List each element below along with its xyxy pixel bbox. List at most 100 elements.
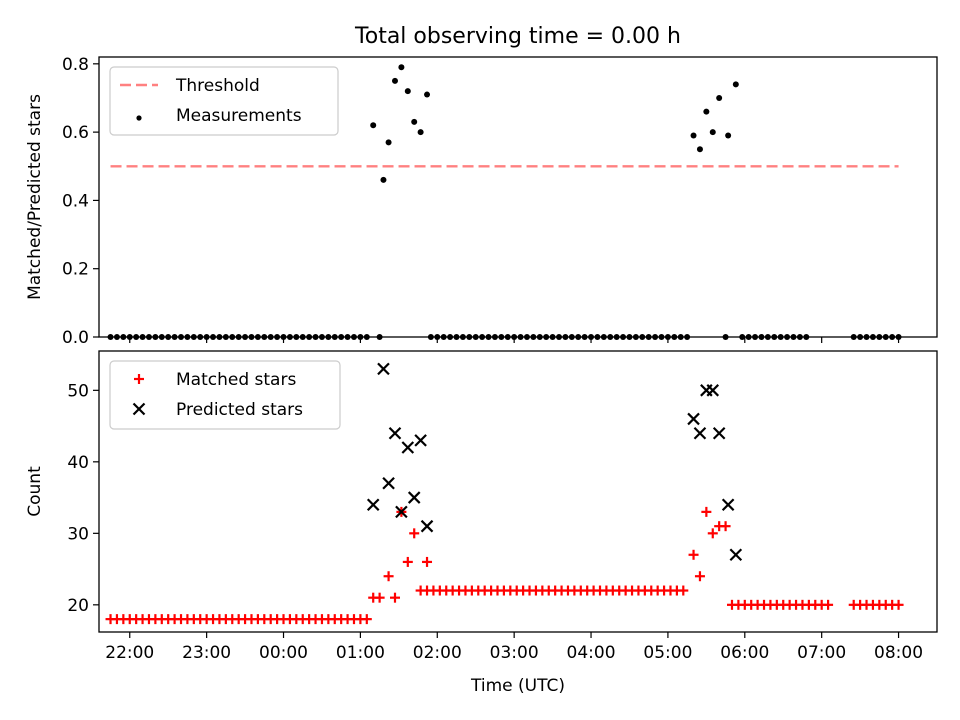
matched-star-point	[389, 592, 400, 603]
measurement-point	[171, 334, 178, 340]
measurement-point	[863, 334, 870, 340]
measurement-point	[385, 139, 392, 146]
predicted-star-point	[706, 384, 720, 397]
measurement-point	[632, 334, 639, 340]
measurement-point	[254, 334, 261, 340]
measurement-point	[152, 334, 159, 340]
legend-series-label: Matched stars	[176, 370, 296, 390]
measurement-point	[796, 334, 803, 340]
measurement-point	[658, 334, 665, 340]
y-tick-label: 0.6	[62, 123, 89, 143]
x-tick-label: 05:00	[643, 643, 692, 663]
measurement-point	[645, 334, 652, 340]
measurement-point	[133, 334, 140, 340]
matched-star-point	[688, 549, 699, 560]
measurement-point	[380, 176, 387, 183]
measurement-point	[696, 146, 703, 153]
measurement-point	[417, 129, 424, 136]
measurement-point	[857, 334, 864, 340]
matched-star-point	[422, 556, 433, 567]
measurement-point	[424, 91, 431, 98]
measurement-point	[299, 334, 306, 340]
measurement-point	[440, 334, 447, 340]
measurement-point	[472, 334, 479, 340]
matched-star-point	[415, 585, 426, 596]
measurement-point	[376, 334, 383, 340]
measurement-point	[479, 334, 486, 340]
measurement-point	[411, 118, 418, 125]
measurement-point	[357, 334, 364, 340]
matched-star-point	[361, 614, 372, 625]
measurement-point	[447, 334, 454, 340]
matched-star-point	[374, 592, 385, 603]
measurement-point	[178, 334, 185, 340]
measurement-point	[363, 334, 370, 340]
measurement-point	[517, 334, 524, 340]
measurement-point	[889, 334, 896, 340]
measurement-point	[331, 334, 338, 340]
measurement-point	[613, 334, 620, 340]
measurement-point	[562, 334, 569, 340]
measurement-point	[120, 334, 127, 340]
legend-cross-b	[132, 402, 146, 416]
measurement-point	[466, 334, 473, 340]
measurement-point	[620, 334, 627, 340]
plot-frame	[98, 350, 938, 633]
y-tick-label: 0.8	[62, 55, 89, 75]
predicted-star-point	[401, 441, 415, 454]
measurement-point	[511, 334, 518, 340]
bottom-axes: 22:00 23:00 00:00 01:00 02:00 03:00 04:00 05:00…	[25, 350, 938, 696]
measurement-point	[556, 334, 563, 340]
measurement-point	[568, 334, 575, 340]
measurement-point	[690, 132, 697, 139]
legend-box	[109, 66, 339, 136]
cross-b	[729, 548, 743, 562]
predicted-star-point	[388, 426, 402, 440]
x-tick-label: 22:00	[105, 643, 154, 663]
measurement-point	[771, 334, 778, 340]
measurement-point	[370, 122, 377, 129]
cross-b	[401, 441, 415, 454]
measurement-point	[222, 334, 229, 340]
measurement-point	[197, 334, 204, 340]
measurement-point	[745, 334, 752, 340]
measurement-point	[391, 77, 398, 84]
measurement-point	[229, 334, 236, 340]
measurement-point	[739, 334, 746, 340]
predicted-star-point	[366, 498, 380, 512]
measurement-point	[850, 334, 857, 340]
cross-b	[420, 519, 434, 533]
measurement-point	[261, 334, 268, 340]
measurement-point	[709, 129, 716, 136]
legend-series-label: Measurements	[176, 106, 302, 126]
measurement-point	[139, 334, 146, 340]
matched-star-point	[694, 571, 705, 582]
legend: Matched stars Predicted stars	[109, 360, 341, 430]
y-tick-label: 40	[67, 453, 89, 473]
measurement-point	[216, 334, 223, 340]
measurement-point	[280, 334, 287, 340]
predicted-star-point	[420, 519, 434, 533]
legend: Threshold Measurements	[109, 66, 339, 136]
plot-area	[107, 64, 902, 340]
measurement-point	[235, 334, 242, 340]
predicted-star-point	[712, 426, 726, 440]
cross-b	[693, 426, 707, 440]
measurement-point	[274, 334, 281, 340]
measurement-point	[286, 334, 293, 340]
measurement-point	[732, 81, 739, 88]
measurement-point	[671, 334, 678, 340]
matched-star-point	[720, 521, 731, 532]
measurement-point	[338, 334, 345, 340]
measurement-point	[764, 334, 771, 340]
measurement-point	[126, 334, 133, 340]
measurement-point	[543, 334, 550, 340]
measurement-point	[626, 334, 633, 340]
cross-b	[395, 505, 408, 519]
measurement-point	[523, 334, 530, 340]
predicted-star-point	[382, 476, 395, 490]
measurement-point	[777, 334, 784, 340]
y-tick-label: 0.4	[62, 191, 89, 211]
measurement-point	[210, 334, 217, 340]
matched-star-point	[402, 556, 413, 567]
